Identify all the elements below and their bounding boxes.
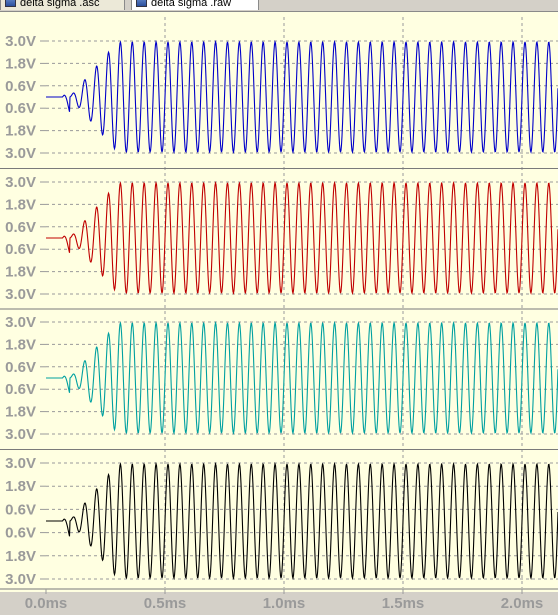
- tab-bar: delta sigma .asc delta sigma .raw: [0, 0, 558, 12]
- y-tick-label: 1.8V: [5, 123, 36, 140]
- y-tick-label: 3.0V: [5, 314, 36, 331]
- waveform-icon: [136, 0, 147, 7]
- x-tick-label: 0.5ms: [144, 595, 187, 612]
- y-tick-label: 0.6V: [5, 381, 36, 398]
- y-tick-label: 0.6V: [5, 78, 36, 95]
- y-tick-label: 3.0V: [5, 455, 36, 472]
- y-tick-label: 3.0V: [5, 571, 36, 588]
- tab-separator: [0, 11, 558, 12]
- y-tick-label: 0.6V: [5, 241, 36, 258]
- y-tick-label: 1.8V: [5, 196, 36, 213]
- tab-schematic[interactable]: delta sigma .asc: [0, 0, 125, 10]
- y-tick-label: 0.6V: [5, 100, 36, 117]
- y-tick-label: 3.0V: [5, 33, 36, 50]
- tab-waveform[interactable]: delta sigma .raw: [131, 0, 259, 10]
- y-tick-label: 1.8V: [5, 404, 36, 421]
- y-tick-label: 3.0V: [5, 174, 36, 191]
- x-tick-label: 1.0ms: [263, 595, 306, 612]
- waveform-trace-2: [46, 181, 558, 295]
- y-tick-label: 1.8V: [5, 478, 36, 495]
- y-tick-label: 1.8V: [5, 55, 36, 72]
- y-tick-label: 3.0V: [5, 145, 36, 162]
- y-tick-label: 1.8V: [5, 264, 36, 281]
- y-tick-label: 0.6V: [5, 359, 36, 376]
- y-tick-label: 0.6V: [5, 219, 36, 236]
- x-tick-label: 1.5ms: [382, 595, 425, 612]
- schematic-icon: [5, 0, 16, 7]
- tab-label: delta sigma .raw: [151, 0, 232, 9]
- waveform-trace-1: [46, 40, 558, 154]
- x-tick-label: 0.0ms: [25, 595, 68, 612]
- x-tick-label: 2.0ms: [501, 595, 544, 612]
- y-tick-label: 1.8V: [5, 336, 36, 353]
- y-tick-label: 0.6V: [5, 525, 36, 542]
- y-tick-label: 0.6V: [5, 501, 36, 518]
- waveform-trace-3: [46, 321, 558, 435]
- y-tick-label: 1.8V: [5, 548, 36, 565]
- waveform-trace-4: [46, 461, 558, 581]
- y-tick-label: 3.0V: [5, 426, 36, 443]
- tab-label: delta sigma .asc: [20, 0, 100, 9]
- y-tick-label: 3.0V: [5, 286, 36, 303]
